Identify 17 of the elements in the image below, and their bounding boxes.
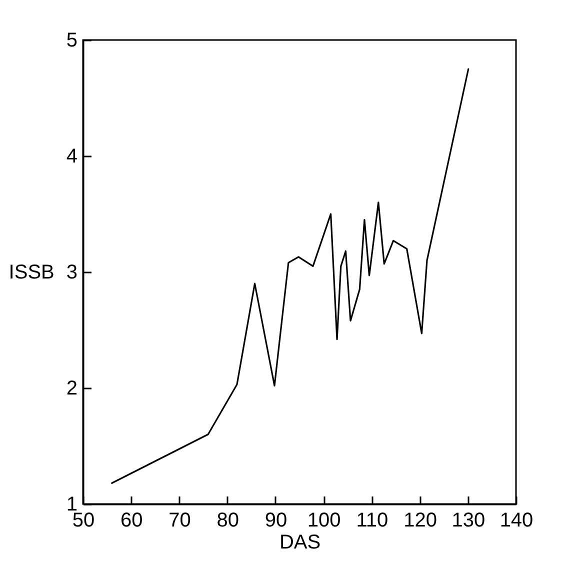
x-tick-label: 50: [72, 510, 95, 532]
x-tick-label: 80: [216, 510, 239, 532]
y-tick-label: 2: [66, 378, 78, 400]
y-tick-label: 3: [66, 262, 78, 284]
y-tick-label: 4: [66, 146, 78, 168]
x-tick-label: 110: [356, 510, 388, 532]
y-tick-label: 5: [66, 30, 78, 52]
x-tick-label: 120: [404, 510, 437, 532]
x-tick-label: 140: [500, 510, 534, 532]
x-tick-label: 90: [264, 510, 288, 532]
x-axis-title: DAS: [279, 532, 321, 554]
x-tick-label: 100: [307, 510, 341, 532]
line-series: [111, 68, 470, 484]
y-axis-title: ISSB: [8, 262, 54, 284]
x-tick-label: 60: [120, 510, 143, 532]
x-tick-label: 130: [452, 510, 486, 532]
x-tick-label: 70: [168, 510, 191, 532]
